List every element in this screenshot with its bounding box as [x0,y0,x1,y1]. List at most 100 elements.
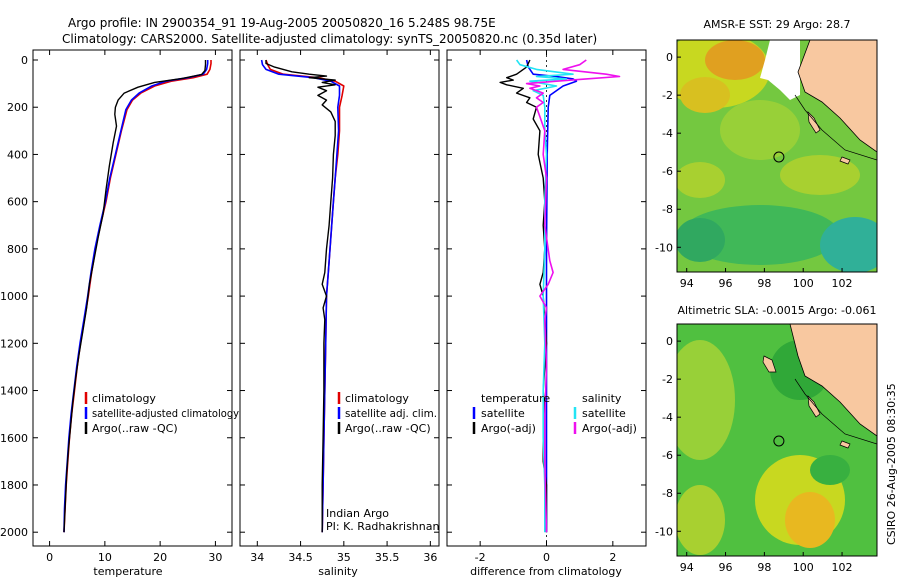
series-line-temperature-satellite [525,59,578,533]
sst-map-panel: AMSR-E SST: 29 Argo: 28.7 [655,18,878,290]
map-x-tick-label: 100 [793,561,814,574]
y-tick-label: 800 [7,243,28,256]
y-tick-label: 200 [7,101,28,114]
map-y-tick-label: -8 [662,203,673,216]
map-x-tick-label: 102 [832,561,853,574]
series-line-salinity-argo-adj- [525,59,621,533]
map-x-tick-label: 98 [757,561,771,574]
sst-coastline-offshore [794,94,877,161]
map-y-tick-label: -2 [662,373,673,386]
x-tick-label: 35 [337,551,351,564]
map-x-tick-label: 96 [719,561,733,574]
salinity-legend: climatology satellite adj. clim. Argo(..… [337,392,437,435]
difference-legend: temperature satellite Argo(-adj) salinit… [472,392,637,435]
x-tick-label: 34 [250,551,264,564]
legend-label-climatology: climatology [345,392,409,405]
y-tick-label: 2000 [0,526,28,539]
series-line-climatology [63,60,212,533]
salinity-panel: 34 34.5 35 35.5 36 salinity climatology sate… [239,49,440,578]
map-x-tick-label: 98 [757,277,771,290]
y-tick-label: 1400 [0,385,28,398]
map-y-tick-label: -10 [655,241,673,254]
map-x-tick-label: 96 [719,277,733,290]
legend-label-argo: Argo(..raw -QC) [92,422,178,435]
sst-island-2 [839,156,851,165]
annotation-line2: PI: K. Radhakrishnan [326,520,439,533]
series-line-argo-raw-qc- [63,60,207,533]
temperature-panel: 0 10 20 30 0 200 400 600 800 1000 1200 1400 1600 1800… [0,49,239,578]
series-line-argo-raw-qc- [265,60,336,533]
difference-axes-frame [446,49,647,547]
sla-map-title: Altimetric SLA: -0.0015 Argo: -0.061 [678,304,877,317]
sla-coastline-offshore [794,378,877,445]
legend-label-climatology: climatology [92,392,156,405]
series-line-climatology [265,59,345,533]
legend-label-sal-argo: Argo(-adj) [582,422,637,435]
difference-xlabel: difference from climatology [470,565,622,578]
legend-title-temperature: temperature [481,392,550,405]
x-tick-label: 0 [543,551,550,564]
map-y-tick-label: -6 [662,165,673,178]
legend-label-argo: Argo(..raw -QC) [345,422,431,435]
sla-map-panel: Altimetric SLA: -0.0015 Argo: -0.061 94 9… [655,304,878,574]
x-tick-label: 30 [208,551,222,564]
map-y-tick-label: 0 [666,335,673,348]
figure-title-line1: Argo profile: IN 2900354_91 19-Aug-2005 … [68,16,496,30]
map-y-tick-label: -6 [662,449,673,462]
difference-panel: -2 0 2 difference from climatology tempera… [446,49,647,578]
map-y-tick-label: -2 [662,89,673,102]
sst-missing-data [760,40,800,100]
y-tick-label: 1000 [0,290,28,303]
map-x-tick-label: 102 [832,277,853,290]
series-line-satellite-adjusted-climatology [63,60,209,533]
sla-field-patches [677,340,850,555]
sla-land-sumatra [789,324,877,437]
salinity-xlabel: salinity [318,565,358,578]
x-tick-label: 34.5 [288,551,313,564]
legend-label-temp-argo: Argo(-adj) [481,422,536,435]
legend-title-salinity: salinity [582,392,622,405]
sla-argo-position-marker [773,435,785,447]
temperature-xlabel: temperature [93,565,162,578]
y-tick-label: 600 [7,196,28,209]
y-tick-label: 1800 [0,479,28,492]
sla-island-3 [839,440,851,449]
map-y-tick-label: 0 [666,51,673,64]
salinity-axes-frame [239,49,440,547]
legend-label-temp-satellite: satellite [481,407,525,420]
x-tick-label: 35.5 [375,551,400,564]
map-x-tick-label: 100 [793,277,814,290]
legend-label-sal-satellite: satellite [582,407,626,420]
y-tick-label: 1200 [0,337,28,350]
y-tick-label: 400 [7,148,28,161]
temperature-legend: climatology satellite-adjusted climatolo… [84,392,239,435]
map-y-tick-label: -4 [662,411,673,424]
x-tick-label: -2 [475,551,486,564]
x-tick-label: 2 [609,551,616,564]
map-y-tick-label: -8 [662,487,673,500]
series-line-satellite-adj-clim- [260,59,341,533]
sst-map-frame [676,39,878,273]
annotation-line1: Indian Argo [326,507,389,520]
map-x-tick-label: 94 [680,561,694,574]
x-tick-label: 36 [423,551,437,564]
sst-argo-position-marker [773,151,785,163]
legend-label-satellite: satellite-adjusted climatology [92,407,239,420]
x-tick-label: 10 [98,551,112,564]
map-y-tick-label: -10 [655,525,673,538]
sla-map-frame [676,323,878,557]
sst-field-cool-patches [677,205,877,272]
map-x-tick-label: 94 [680,277,694,290]
y-tick-label: 0 [21,54,28,67]
sla-island-1 [762,355,777,373]
series-line-salinity-satellite [515,59,574,533]
y-tick-label: 1600 [0,432,28,445]
figure-title-line2: Climatology: CARS2000. Satellite-adjuste… [62,32,597,46]
x-tick-label: 0 [46,551,53,564]
credit-text: CSIRO 26-Aug-2005 08:30:35 [885,383,898,545]
sst-map-title: AMSR-E SST: 29 Argo: 28.7 [703,18,850,31]
legend-label-satellite: satellite adj. clim. [345,407,437,420]
x-tick-label: 20 [153,551,167,564]
temperature-axes-frame [32,49,233,547]
